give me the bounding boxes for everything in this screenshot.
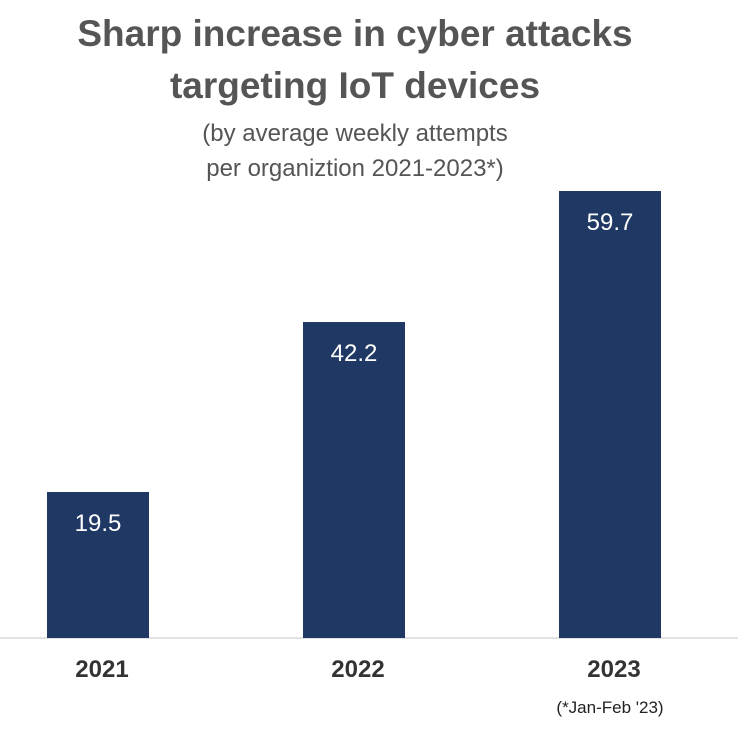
bar-value-label-2023: 59.7 <box>587 209 634 236</box>
x-tick-label-2023: 2023 <box>587 656 640 683</box>
bar-2021 <box>47 491 149 638</box>
bar-value-label-2021: 19.5 <box>75 510 122 537</box>
x-tick-label-2022: 2022 <box>331 656 384 683</box>
chart-subtitle-line-1: (by average weekly attempts <box>202 120 508 147</box>
chart-title-line-1: Sharp increase in cyber attacks <box>77 13 633 54</box>
bar-2023 <box>559 191 661 638</box>
bar-value-label-2022: 42.2 <box>331 340 378 367</box>
chart-title-line-2: targeting IoT devices <box>169 65 541 106</box>
chart-title: Sharp increase in cyber attacks targetin… <box>0 8 710 112</box>
chart-footnote: (*Jan-Feb '23) <box>556 698 664 717</box>
chart-subtitle-line-2: per organiztion 2021-2023*) <box>206 155 504 182</box>
x-tick-label-2021: 2021 <box>75 656 128 683</box>
chart-subtitle: (by average weekly attempts per organizt… <box>0 116 710 186</box>
bar-2022 <box>303 322 405 638</box>
